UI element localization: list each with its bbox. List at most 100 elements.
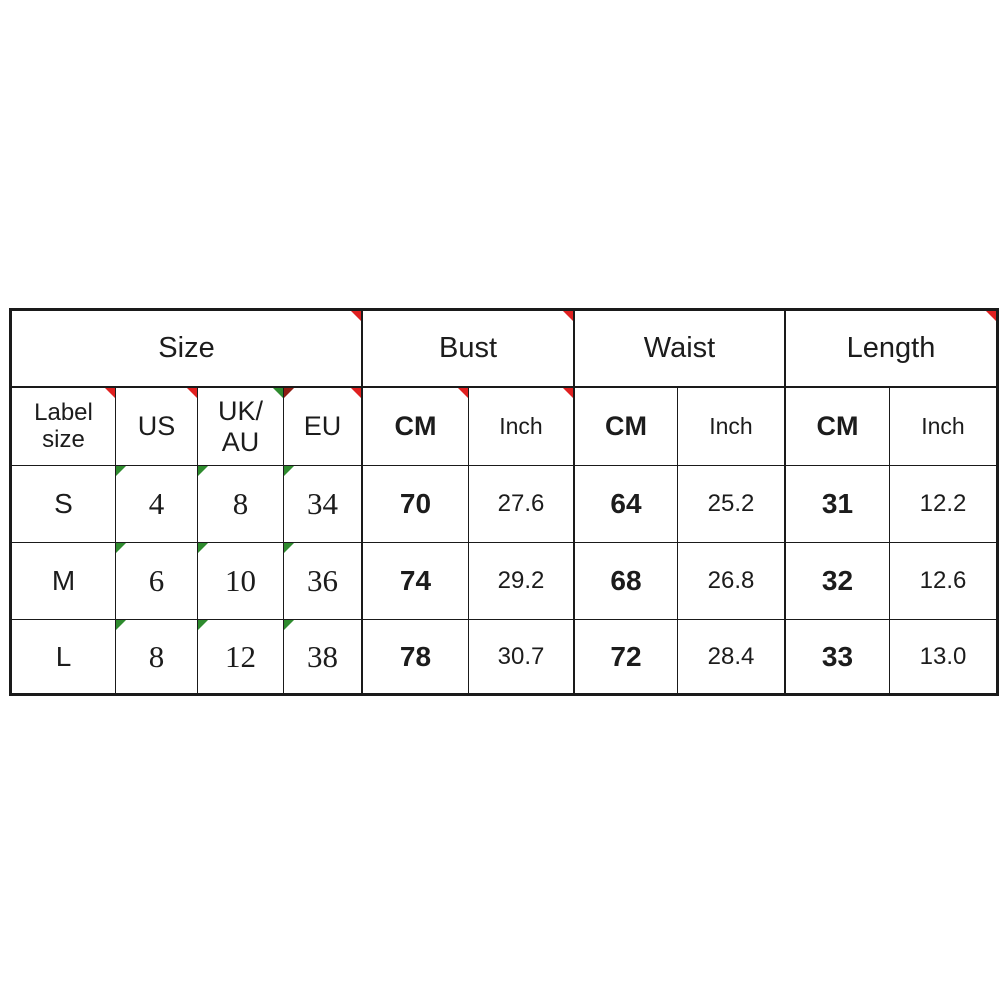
red-flag-icon — [563, 388, 573, 398]
row-s-waist-inch-cell: 25.2 — [678, 466, 786, 543]
row-l-length-inch-cell: 13.0 — [890, 620, 996, 693]
row-l-bust-cm-value: 78 — [399, 640, 432, 672]
group-header-length: Length — [786, 311, 996, 388]
group-header-bust: Bust — [363, 311, 575, 388]
row-l-waist-cm-value: 72 — [610, 640, 642, 672]
row-m-bust-cm-cell: 74 — [363, 543, 469, 620]
red-flag-icon — [105, 388, 115, 398]
group-header-size: Size — [12, 311, 363, 388]
sub-header-bust-inch-text: Inch — [499, 413, 543, 439]
sub-header-waist-inch: Inch — [678, 388, 786, 466]
row-m-waist-inch-value: 26.8 — [707, 567, 755, 594]
row-s-length-cm-value: 31 — [821, 488, 854, 519]
sub-header-length-cm-text: CM — [816, 411, 859, 441]
row-m-label-cell: M — [12, 543, 116, 620]
sub-header-waist-cm-text: CM — [605, 411, 647, 441]
row-m-length-cm-value: 32 — [821, 565, 854, 596]
row-m-bust-cm-value: 74 — [399, 565, 432, 596]
green-flag-icon — [198, 466, 208, 476]
row-m-us-value: 6 — [148, 563, 165, 598]
sub-header-us-text: US — [137, 411, 176, 442]
row-m-eu-cell: 36 — [284, 543, 363, 620]
row-s-bust-inch-value: 27.6 — [497, 490, 545, 517]
row-m-uk-au-cell: 10 — [198, 543, 284, 620]
row-s-us-value: 4 — [148, 486, 165, 521]
row-s-waist-cm-value: 64 — [610, 488, 642, 519]
row-s-eu-value: 34 — [307, 486, 338, 521]
sub-header-length-inch-text: Inch — [921, 413, 965, 439]
row-m-label: M — [51, 565, 76, 596]
row-m-length-inch-value: 12.6 — [919, 567, 967, 594]
row-m-bust-inch-cell: 29.2 — [469, 543, 575, 620]
green-flag-icon — [198, 543, 208, 553]
green-flag-icon — [116, 620, 126, 630]
red-flag-icon — [563, 311, 573, 321]
row-l-us-cell: 8 — [116, 620, 198, 693]
row-l-us-value: 8 — [148, 638, 165, 674]
row-l-uk-au-cell: 12 — [198, 620, 284, 693]
row-s-uk-au-cell: 8 — [198, 466, 284, 543]
sub-header-waist-cm: CM — [575, 388, 678, 466]
row-m-length-cm-cell: 32 — [786, 543, 890, 620]
green-flag-icon — [273, 388, 283, 398]
sub-header-waist-inch-text: Inch — [709, 413, 753, 439]
row-s-bust-inch-cell: 27.6 — [469, 466, 575, 543]
red-flag-icon — [351, 388, 361, 398]
row-l-eu-cell: 38 — [284, 620, 363, 693]
row-l-length-cm-cell: 33 — [786, 620, 890, 693]
sub-header-bust-inch: Inch — [469, 388, 575, 466]
sub-header-label-size-text: Label size — [34, 398, 93, 453]
red-flag-icon — [986, 311, 996, 321]
row-m-us-cell: 6 — [116, 543, 198, 620]
group-header-length-label: Length — [846, 332, 936, 364]
row-s-bust-cm-value: 70 — [399, 488, 432, 519]
row-s-us-cell: 4 — [116, 466, 198, 543]
row-l-length-cm-value: 33 — [821, 640, 854, 672]
group-header-bust-label: Bust — [438, 332, 498, 364]
row-l-length-inch-value: 13.0 — [919, 642, 967, 670]
sub-header-bust-cm-text: CM — [394, 411, 437, 441]
sub-header-eu-text: EU — [303, 411, 342, 442]
row-l-uk-au-value: 12 — [225, 638, 256, 674]
red-flag-icon — [351, 311, 361, 321]
green-flag-icon — [284, 466, 294, 476]
red-flag-icon — [458, 388, 468, 398]
sub-header-label-size: Label size — [12, 388, 116, 466]
row-l-label: L — [55, 640, 72, 672]
row-s-waist-cm-cell: 64 — [575, 466, 678, 543]
row-m-bust-inch-value: 29.2 — [497, 567, 545, 594]
row-l-waist-inch-cell: 28.4 — [678, 620, 786, 693]
sub-header-bust-cm: CM — [363, 388, 469, 466]
row-s-uk-au-value: 8 — [232, 486, 249, 521]
green-flag-icon — [116, 543, 126, 553]
row-m-eu-value: 36 — [307, 563, 338, 598]
sub-header-length-inch: Inch — [890, 388, 996, 466]
row-l-waist-inch-value: 28.4 — [707, 642, 755, 670]
row-s-length-inch-value: 12.2 — [919, 490, 967, 517]
row-l-bust-cm-cell: 78 — [363, 620, 469, 693]
group-header-waist-label: Waist — [643, 332, 716, 364]
row-s-length-inch-cell: 12.2 — [890, 466, 996, 543]
group-header-waist: Waist — [575, 311, 786, 388]
row-m-waist-cm-value: 68 — [610, 565, 642, 596]
green-flag-icon — [284, 543, 294, 553]
row-l-bust-inch-cell: 30.7 — [469, 620, 575, 693]
sub-header-us: US — [116, 388, 198, 466]
green-flag-icon — [116, 466, 126, 476]
sub-header-length-cm: CM — [786, 388, 890, 466]
sub-header-uk-au: UK/ AU — [198, 388, 284, 466]
row-s-label: S — [54, 488, 73, 519]
row-s-eu-cell: 34 — [284, 466, 363, 543]
row-l-bust-inch-value: 30.7 — [497, 642, 545, 670]
row-l-label-cell: L — [12, 620, 116, 693]
size-chart-table: Size Bust Waist Length Label size US UK/… — [9, 308, 999, 696]
row-l-eu-value: 38 — [307, 638, 338, 674]
green-flag-icon — [284, 620, 294, 630]
row-m-waist-cm-cell: 68 — [575, 543, 678, 620]
sub-header-eu: EU — [284, 388, 363, 466]
row-s-waist-inch-value: 25.2 — [707, 490, 755, 517]
row-s-label-cell: S — [12, 466, 116, 543]
group-header-size-label: Size — [158, 332, 215, 364]
row-m-uk-au-value: 10 — [225, 563, 256, 598]
row-m-waist-inch-cell: 26.8 — [678, 543, 786, 620]
